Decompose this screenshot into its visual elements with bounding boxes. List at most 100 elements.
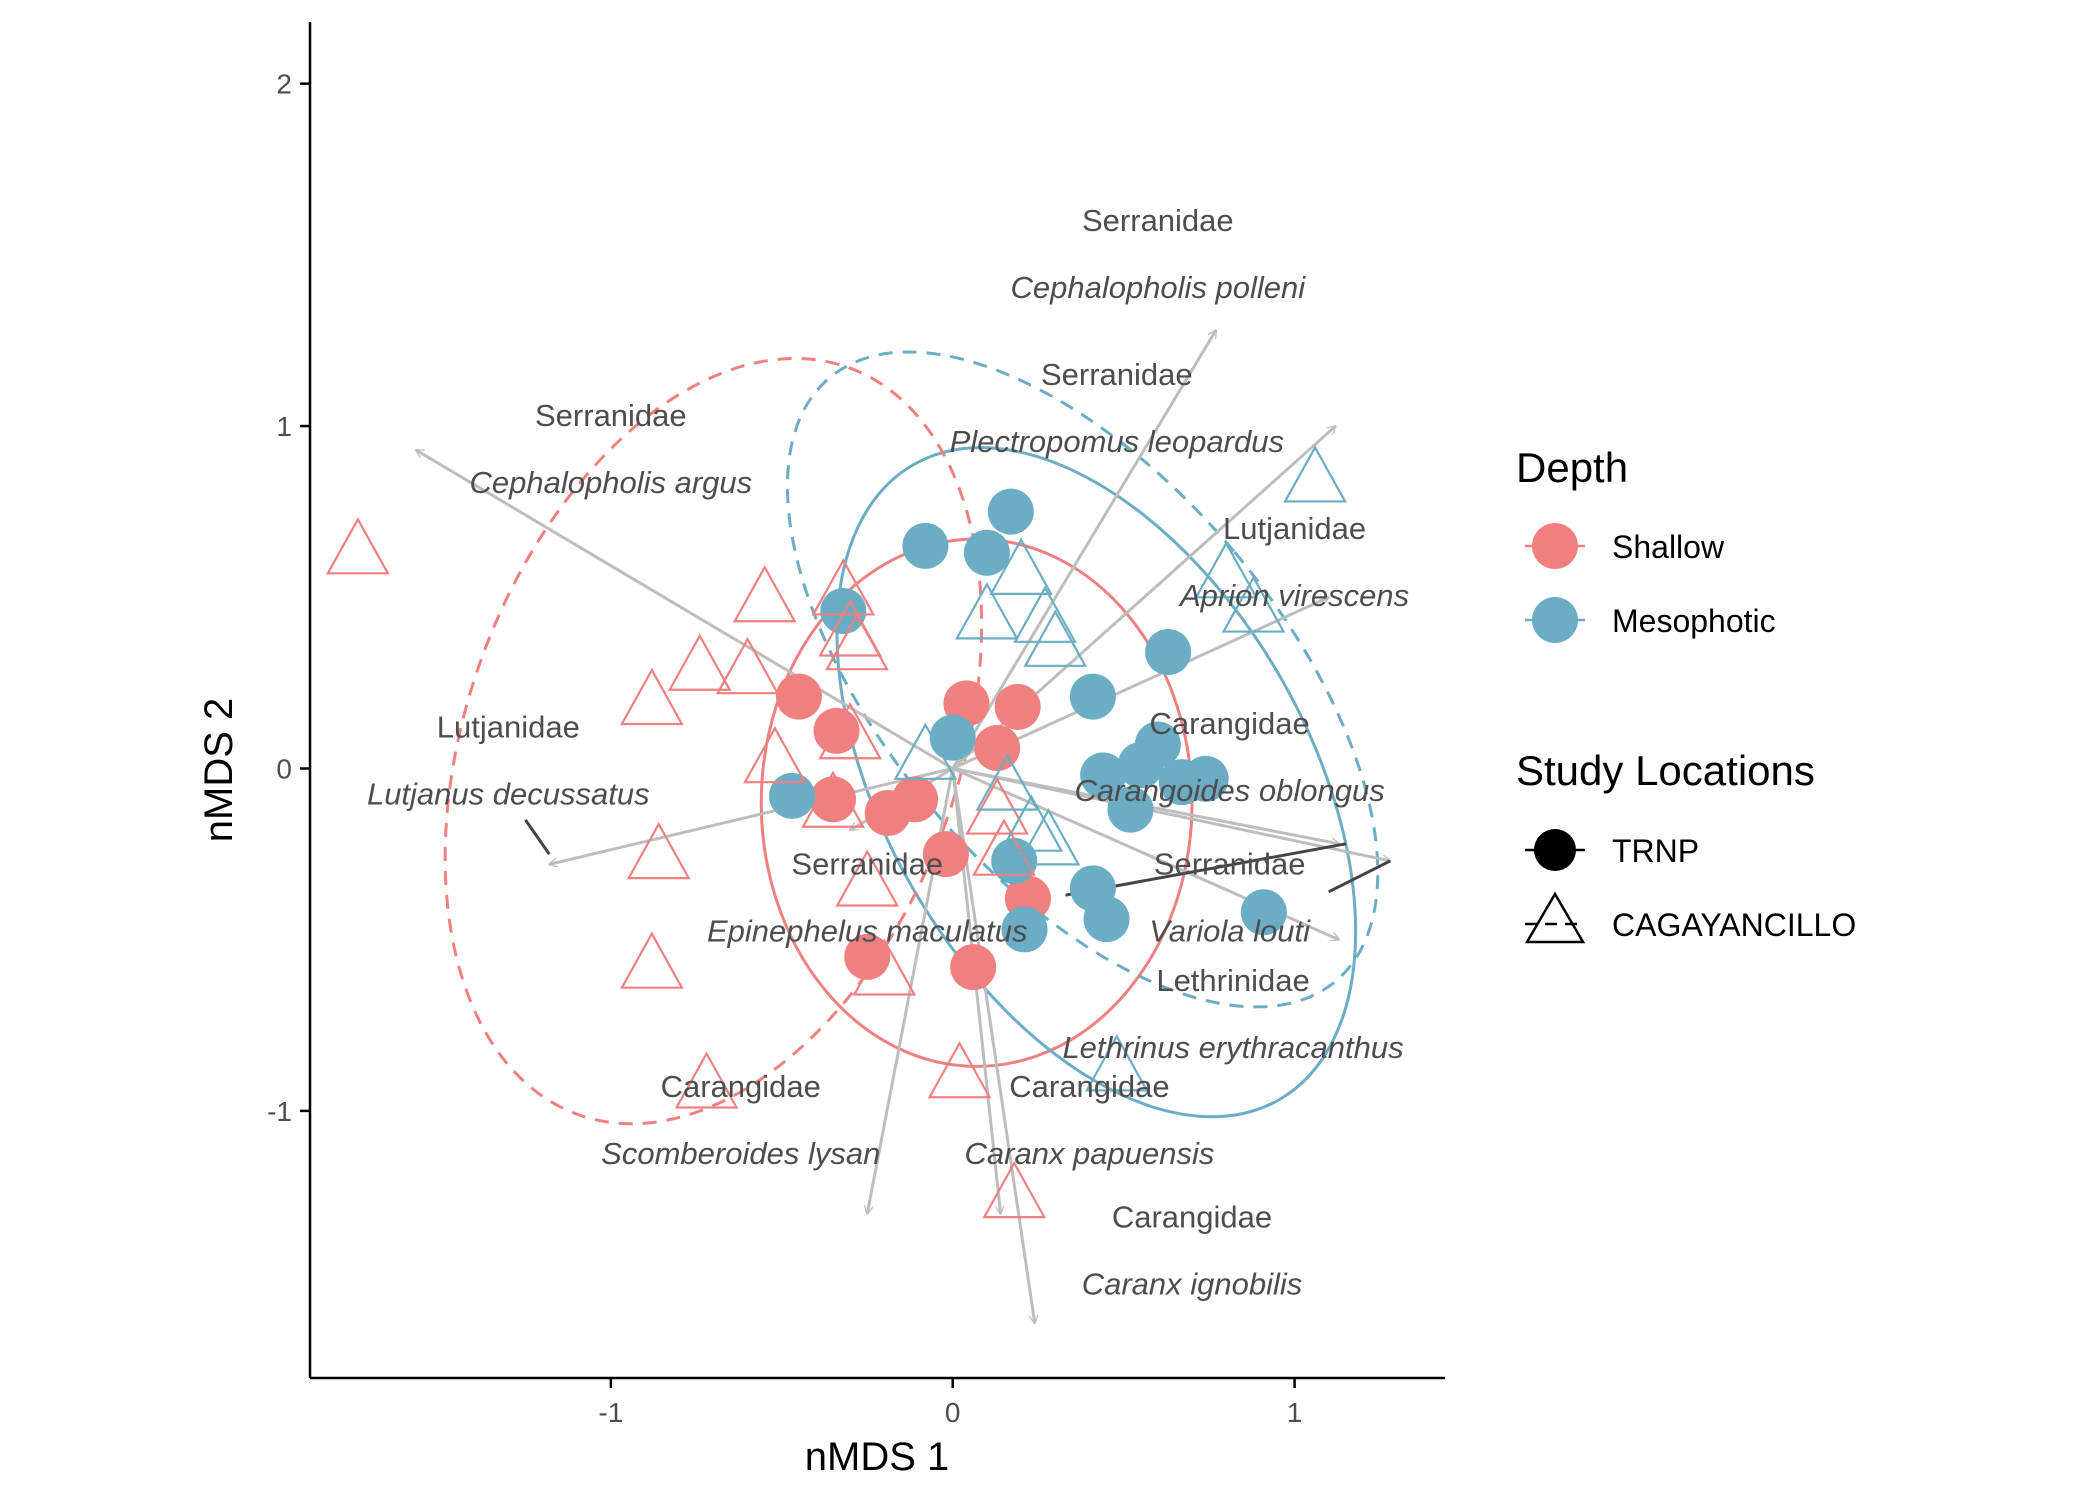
legend-location-title: Study Locations	[1516, 747, 1815, 794]
point-shallow-cagayancillo	[674, 1051, 739, 1109]
point-shallow-cagayancillo	[852, 938, 917, 996]
point-mesophotic-cagayancillo	[1194, 541, 1259, 599]
point-mesophotic-trnp	[1145, 629, 1192, 676]
legend-depth: Depth Shallow Mesophotic	[1516, 444, 1776, 643]
point-mesophotic-trnp	[987, 488, 1034, 535]
vector-family-label: Carangidae	[1112, 1199, 1272, 1234]
legend-depth-title: Depth	[1516, 444, 1628, 491]
point-shallow-cagayancillo	[619, 667, 684, 726]
x-tick-label: 0	[945, 1397, 961, 1428]
point-shallow-trnp	[950, 944, 997, 991]
point-shallow-cagayancillo	[626, 821, 691, 880]
vector-species-label: Lethrinus erythracanthus	[1062, 1030, 1403, 1065]
point-shallow-cagayancillo	[972, 818, 1036, 876]
point-shallow-cagayancillo	[732, 565, 797, 623]
x-tick-label: -1	[598, 1397, 623, 1428]
point-mesophotic-trnp	[820, 587, 867, 634]
point-mesophotic-trnp	[1240, 889, 1287, 936]
point-mesophotic-trnp	[1117, 742, 1164, 789]
point-shallow-cagayancillo	[743, 725, 807, 784]
point-mesophotic-trnp	[963, 529, 1010, 576]
vector-species-label: Caranx ignobilis	[1082, 1266, 1303, 1301]
point-shallow-cagayancillo	[835, 849, 900, 907]
point-shallow-cagayancillo	[818, 701, 883, 760]
point-shallow-cagayancillo	[715, 636, 780, 695]
vector-family-label: Carangidae	[661, 1069, 821, 1104]
vector-family-label: Carangidae	[1009, 1069, 1169, 1104]
legend-shallow-swatch	[1532, 523, 1578, 569]
point-mesophotic-cagayancillo	[989, 537, 1053, 595]
vector-family-label: Serranidae	[535, 398, 687, 433]
point-shallow-cagayancillo	[982, 1160, 1047, 1219]
legend-mesophotic-swatch	[1532, 597, 1578, 643]
point-mesophotic-trnp	[1069, 673, 1116, 720]
point-shallow-trnp	[844, 933, 891, 980]
point-mesophotic-cagayancillo	[1023, 609, 1088, 667]
axes-layer	[308, 22, 1445, 1380]
point-shallow-cagayancillo	[619, 931, 684, 989]
ellipse-shallow-cagayancillo	[443, 356, 984, 1126]
y-tick-label: -1	[267, 1096, 292, 1127]
point-shallow-trnp	[922, 831, 969, 878]
vector-species-label: Cephalopholis polleni	[1010, 270, 1306, 305]
point-shallow-trnp	[892, 776, 939, 823]
vector-family-label: Serranidae	[791, 847, 943, 882]
vector-family-label: Lutjanidae	[437, 710, 580, 745]
legend-cagayancillo-label: CAGAYANCILLO	[1612, 907, 1856, 943]
point-mesophotic-cagayancillo	[893, 722, 958, 780]
legend-location: Study Locations TRNP CAGAYANCILLO	[1516, 747, 1856, 944]
point-shallow-cagayancillo	[825, 612, 889, 671]
vector-family-label: Lutjanidae	[1223, 511, 1366, 546]
point-shallow-trnp	[994, 683, 1041, 730]
label-leader-segment	[524, 818, 551, 855]
point-mesophotic-cagayancillo	[955, 582, 1019, 640]
vector-family-label: Serranidae	[1082, 203, 1234, 238]
legend-mesophotic-label: Mesophotic	[1612, 603, 1776, 639]
ellipse-mesophotic-cagayancillo	[785, 350, 1380, 1009]
y-tick-label: 1	[276, 411, 292, 442]
vector-family-label: Lethrinidae	[1156, 963, 1309, 998]
label-leader-segment	[1328, 859, 1391, 894]
point-mesophotic-trnp	[1107, 786, 1154, 833]
vector-arrow	[951, 330, 1218, 770]
point-mesophotic-cagayancillo	[1221, 575, 1286, 633]
legend-cagayancillo-swatch	[1524, 891, 1586, 944]
vector-species-label: Aprion virescens	[1178, 578, 1409, 613]
vector-species-label: Scomberoides lysan	[601, 1136, 880, 1171]
point-shallow-trnp	[775, 673, 822, 720]
vector-species-label: Cephalopholis argus	[470, 465, 753, 500]
point-mesophotic-cagayancillo	[1084, 1034, 1149, 1092]
ticks-layer: -1 0 1 -1 0 1 2	[267, 69, 1302, 1428]
point-mesophotic-trnp	[769, 772, 816, 819]
vector-species-label: Lutjanus decussatus	[367, 777, 650, 812]
legend-trnp-swatch	[1534, 829, 1576, 871]
vector-labels-layer: Serranidae Cephalopholis argus Lutjanidae L…	[367, 203, 1409, 1301]
y-tick-label: 2	[276, 69, 292, 100]
point-shallow-trnp	[810, 776, 857, 823]
point-mesophotic-trnp	[929, 714, 976, 761]
vector-arrow	[549, 767, 954, 864]
point-mesophotic-trnp	[902, 522, 949, 569]
point-mesophotic-trnp	[1182, 755, 1229, 802]
x-axis-title: nMDS 1	[805, 1435, 950, 1479]
point-mesophotic-cagayancillo	[1013, 585, 1077, 643]
vector-species-label: Plectropomus leopardus	[950, 424, 1284, 459]
ellipse-mesophotic-trnp	[835, 446, 1358, 1119]
point-shallow-cagayancillo	[325, 517, 390, 575]
point-mesophotic-trnp	[1083, 896, 1130, 943]
point-mesophotic-cagayancillo	[1283, 445, 1347, 503]
vector-family-label: Carangidae	[1149, 706, 1309, 741]
vector-arrow	[416, 448, 954, 770]
vector-species-label: Epinephelus maculatus	[707, 914, 1028, 949]
point-shallow-cagayancillo	[801, 770, 865, 828]
vector-family-label: Serranidae	[1154, 847, 1306, 882]
ellipses-layer	[443, 350, 1380, 1126]
point-mesophotic-cagayancillo	[1016, 808, 1081, 866]
point-mesophotic-trnp	[1080, 752, 1127, 799]
legend-trnp-label: TRNP	[1612, 833, 1699, 869]
point-shallow-cagayancillo	[667, 633, 732, 691]
x-tick-label: 1	[1287, 1397, 1303, 1428]
point-shallow-cagayancillo	[927, 1040, 992, 1099]
